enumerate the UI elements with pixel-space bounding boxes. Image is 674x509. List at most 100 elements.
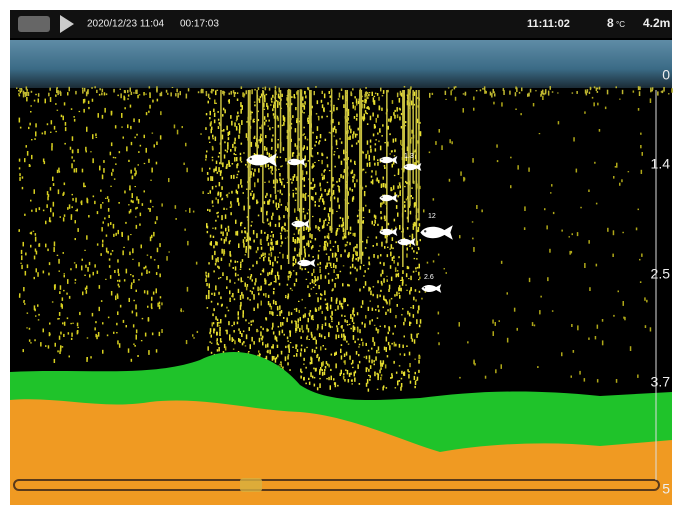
echo-dot	[369, 365, 372, 369]
echo-dot	[241, 291, 243, 296]
echo-dot	[123, 246, 125, 248]
echo-dot	[150, 179, 152, 181]
echo-dot	[19, 173, 21, 177]
depth-scale: 0 1.4 2.5 3.7 5	[651, 67, 671, 497]
echo-dot	[284, 356, 287, 362]
echo-dot	[535, 90, 537, 92]
echo-dot	[57, 318, 59, 320]
echo-dot	[290, 138, 292, 142]
echo-dot	[437, 332, 440, 335]
echo-dot	[297, 90, 299, 212]
echo-dot	[417, 333, 420, 335]
echo-dot	[342, 375, 345, 380]
echo-dot	[252, 197, 254, 200]
echo-dot	[352, 104, 354, 109]
scroll-thumb[interactable]	[240, 478, 262, 492]
back-button[interactable]	[18, 16, 50, 32]
echo-dot	[365, 99, 367, 102]
echo-dot	[586, 89, 589, 91]
echo-dot	[289, 90, 292, 164]
echo-dot	[321, 369, 323, 372]
echo-dot	[102, 322, 104, 325]
echo-dot	[368, 368, 370, 372]
echo-dot	[305, 278, 308, 280]
echo-dot	[612, 253, 614, 257]
echo-dot	[364, 247, 367, 249]
echo-dot	[221, 163, 223, 165]
echo-dot	[82, 291, 84, 296]
echo-dot	[189, 207, 191, 213]
echo-dot	[365, 367, 368, 373]
echo-dot	[265, 317, 268, 321]
echo-dot	[311, 334, 313, 338]
echo-dot	[326, 156, 328, 159]
echo-dot	[341, 224, 343, 228]
echo-dot	[414, 202, 416, 206]
echo-dot	[267, 329, 269, 332]
echo-dot	[264, 278, 266, 282]
echo-dot	[263, 102, 265, 108]
scrollbar[interactable]	[13, 479, 660, 491]
echo-dot	[390, 377, 392, 379]
echo-dot	[319, 305, 322, 310]
echo-dot	[345, 244, 348, 246]
echo-dot	[24, 213, 26, 216]
echo-dot	[383, 183, 385, 188]
echo-dot	[308, 377, 310, 380]
echo-dot	[338, 178, 341, 183]
echo-dot	[391, 163, 393, 168]
echo-dot	[270, 282, 272, 285]
echo-dot	[229, 165, 231, 167]
echo-dot	[130, 125, 132, 130]
echo-dot	[275, 301, 277, 305]
echo-dot	[295, 216, 298, 221]
echo-dot	[612, 230, 615, 236]
echo-dot	[279, 90, 282, 154]
echo-dot	[337, 274, 339, 279]
echo-dot	[34, 339, 36, 342]
echo-dot	[25, 92, 28, 97]
echo-dot	[332, 177, 334, 182]
echo-dot	[409, 290, 411, 295]
echo-dot	[101, 92, 103, 96]
echo-dot	[70, 322, 72, 325]
echo-dot	[368, 92, 371, 94]
echo-dot	[134, 136, 136, 139]
echo-dot	[311, 155, 314, 158]
echo-dot	[220, 90, 222, 164]
echo-dot	[516, 87, 518, 92]
echo-dot	[317, 276, 319, 281]
echo-dot	[61, 346, 64, 348]
echo-dot	[371, 307, 374, 311]
echo-dot	[242, 314, 244, 318]
echo-dot	[209, 167, 211, 170]
echo-dot	[252, 230, 255, 235]
echo-dot	[69, 146, 72, 150]
echo-dot	[293, 233, 295, 235]
echo-dot	[307, 328, 310, 333]
echo-dot	[260, 337, 263, 340]
echo-dot	[417, 310, 419, 314]
fish-marks: 1.3 12 2.6	[246, 153, 453, 293]
echo-dot	[388, 299, 391, 305]
echo-dot	[110, 222, 112, 225]
play-button[interactable]	[60, 15, 74, 33]
echo-dot	[54, 287, 56, 290]
echo-dot	[419, 131, 422, 137]
echo-dot	[275, 241, 277, 245]
echo-dot	[384, 364, 387, 369]
echo-dot	[224, 109, 226, 114]
echo-dot	[240, 108, 242, 114]
echo-dot	[571, 324, 573, 327]
echo-dot	[381, 202, 383, 205]
echo-dot	[71, 150, 74, 153]
echo-dot	[185, 210, 187, 212]
echo-dot	[257, 119, 260, 122]
echo-dot	[302, 207, 305, 211]
echo-dot	[350, 314, 352, 319]
echo-dot	[314, 336, 316, 340]
echo-dot	[210, 176, 212, 181]
echo-dot	[273, 101, 276, 105]
echo-dot	[458, 322, 460, 327]
echo-dot	[271, 146, 273, 149]
